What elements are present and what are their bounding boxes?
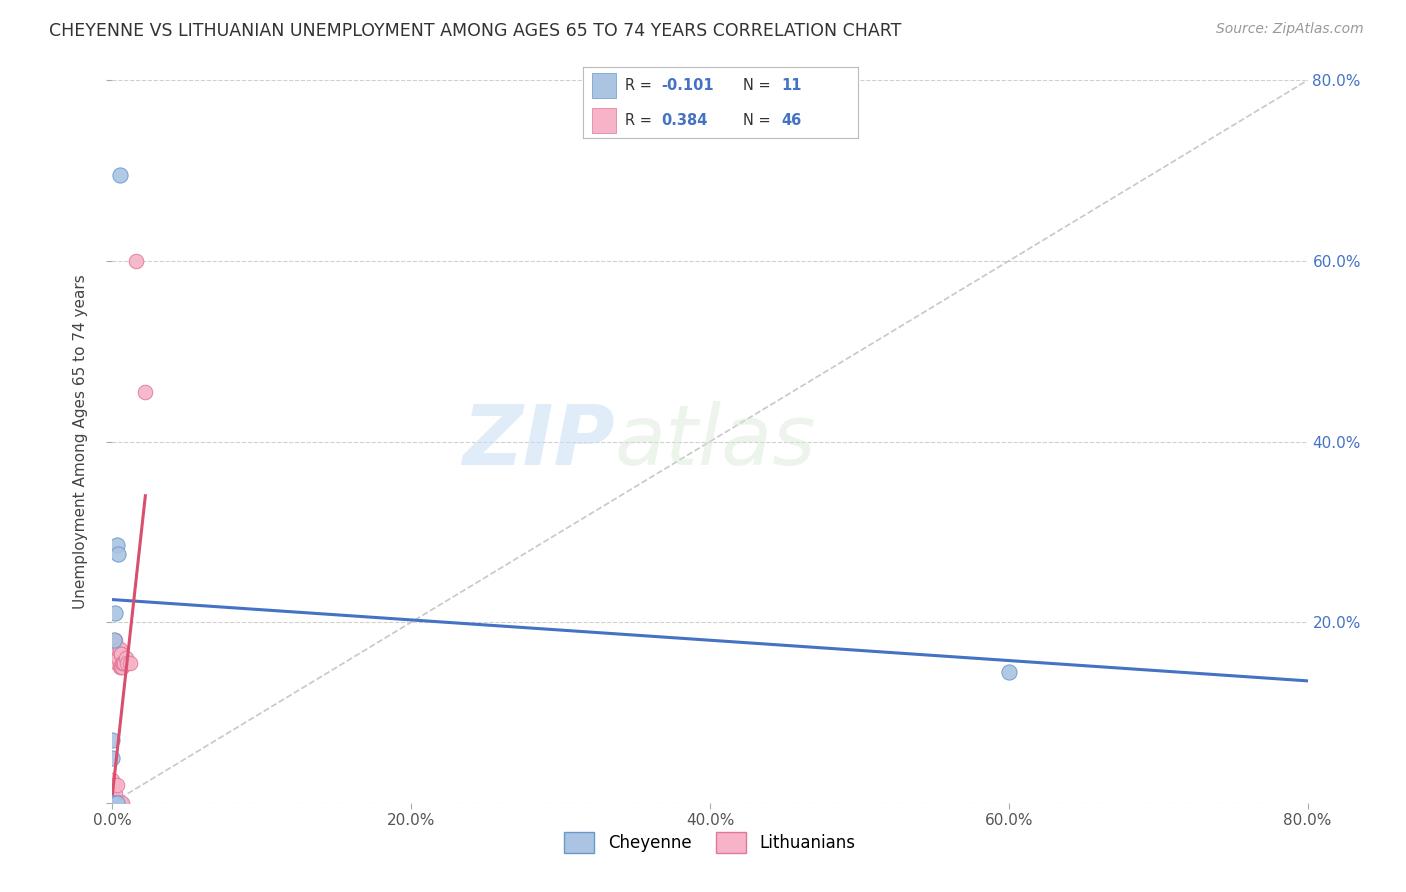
Point	[105, 796, 128, 810]
Text: 0.384: 0.384	[662, 112, 709, 128]
Point	[110, 647, 132, 661]
Point	[108, 660, 131, 674]
Point	[107, 647, 129, 661]
Text: N =: N =	[742, 78, 775, 94]
Point	[104, 633, 127, 648]
Text: R =: R =	[624, 78, 657, 94]
Point	[101, 796, 124, 810]
Text: 11: 11	[780, 78, 801, 94]
Point	[101, 796, 124, 810]
Point	[101, 787, 124, 801]
Point	[107, 796, 129, 810]
Point	[105, 538, 128, 552]
Point	[107, 651, 129, 665]
Point	[110, 796, 132, 810]
Text: 46: 46	[780, 112, 801, 128]
Point	[115, 651, 138, 665]
Point	[120, 656, 142, 670]
FancyBboxPatch shape	[592, 108, 616, 133]
Point	[134, 384, 156, 399]
Point	[101, 773, 124, 788]
Point	[108, 796, 131, 810]
Point	[101, 796, 124, 810]
Text: N =: N =	[742, 112, 775, 128]
Point	[107, 796, 129, 810]
Point	[103, 796, 125, 810]
Point	[101, 778, 124, 792]
Point	[101, 796, 124, 810]
Point	[104, 787, 127, 801]
Y-axis label: Unemployment Among Ages 65 to 74 years: Unemployment Among Ages 65 to 74 years	[73, 274, 89, 609]
Point	[110, 660, 132, 674]
Point	[104, 638, 127, 652]
Point	[105, 778, 128, 792]
Point	[101, 796, 124, 810]
Point	[104, 606, 127, 620]
Point	[105, 656, 128, 670]
Point	[104, 796, 127, 810]
Point	[101, 796, 124, 810]
Point	[107, 548, 129, 562]
Text: CHEYENNE VS LITHUANIAN UNEMPLOYMENT AMONG AGES 65 TO 74 YEARS CORRELATION CHART: CHEYENNE VS LITHUANIAN UNEMPLOYMENT AMON…	[49, 22, 901, 40]
Point	[101, 787, 124, 801]
Point	[110, 647, 132, 661]
Point	[124, 254, 146, 268]
Text: atlas: atlas	[614, 401, 815, 482]
Point	[108, 642, 131, 657]
Text: -0.101: -0.101	[662, 78, 714, 94]
Point	[111, 796, 134, 810]
Point	[998, 665, 1021, 679]
Point	[114, 656, 135, 670]
Point	[105, 796, 128, 810]
Point	[117, 656, 139, 670]
Legend: Cheyenne, Lithuanians: Cheyenne, Lithuanians	[558, 826, 862, 860]
FancyBboxPatch shape	[592, 73, 616, 98]
Text: Source: ZipAtlas.com: Source: ZipAtlas.com	[1216, 22, 1364, 37]
Point	[105, 796, 128, 810]
Point	[111, 656, 134, 670]
Point	[101, 750, 124, 764]
Point	[104, 796, 127, 810]
Point	[105, 651, 128, 665]
Text: ZIP: ZIP	[461, 401, 614, 482]
Point	[103, 796, 125, 810]
Point	[103, 633, 125, 648]
Point	[111, 660, 134, 674]
Point	[108, 796, 131, 810]
Point	[101, 732, 124, 747]
Point	[107, 642, 129, 657]
Text: R =: R =	[624, 112, 657, 128]
Point	[108, 168, 131, 182]
Point	[104, 796, 127, 810]
Point	[103, 796, 125, 810]
Point	[111, 656, 134, 670]
Point	[103, 778, 125, 792]
